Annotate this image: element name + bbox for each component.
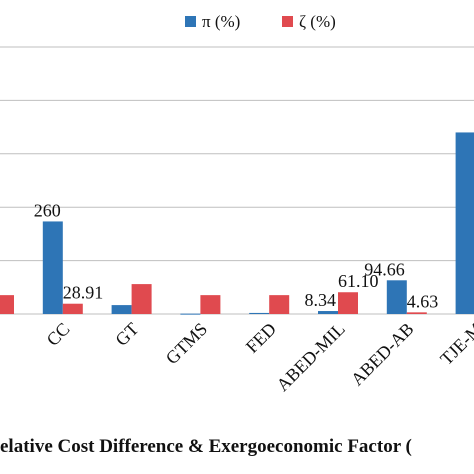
x-tick-label: FED [242,319,280,357]
x-tick-label: GT [111,319,142,350]
value-label: 94.66 [364,259,405,279]
x-tick-label: TJE-M [436,319,474,369]
bar [200,295,221,314]
x-tick-label: GTMS [162,319,212,369]
bar [131,284,152,314]
value-label: 260 [34,200,61,220]
chart-title: elative Cost Difference & Exergoeconomic… [0,436,412,457]
value-label: 4.63 [407,291,439,311]
legend-swatch [185,16,196,27]
bar [249,312,270,314]
bar [269,295,290,314]
bar [455,132,474,314]
bar [386,280,407,314]
bar [62,303,83,314]
value-label: 8.34 [305,290,337,310]
bar [406,312,427,314]
bar [338,292,358,314]
x-tick-label: ABED-AB [347,319,418,390]
legend-label: π (%) [202,12,240,31]
value-label: 28.91 [63,283,104,303]
bar [180,313,201,315]
bar [111,305,132,314]
bar [0,295,14,314]
bar [42,221,63,314]
legend-swatch [282,16,293,27]
value-label: 61.10 [338,271,379,291]
x-tick-label: CC [43,319,74,350]
x-tick-label: ABED-MIL [272,319,348,395]
bar [318,311,338,314]
legend-label: ζ (%) [299,12,336,31]
